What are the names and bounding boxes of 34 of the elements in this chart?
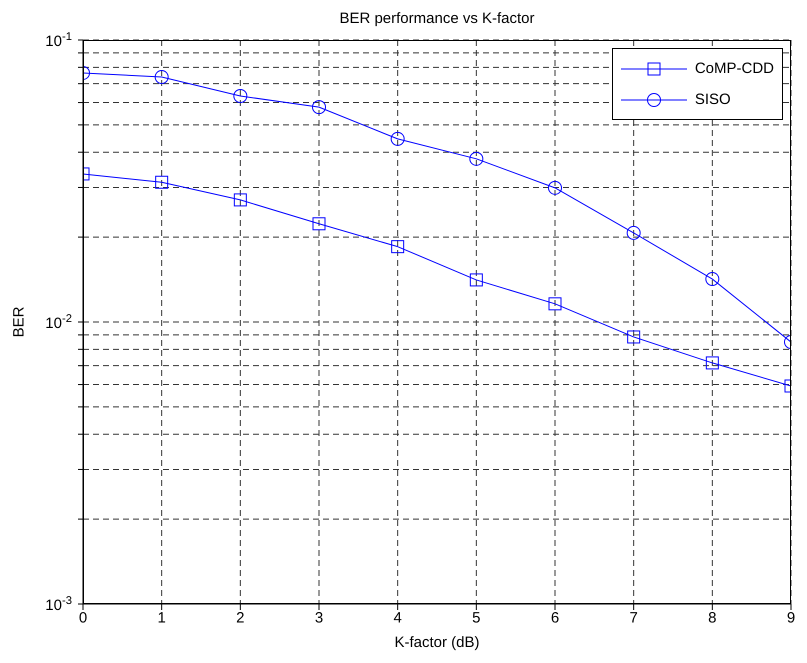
- x-tick-label: 3: [314, 610, 324, 627]
- point: [312, 100, 326, 114]
- x-tick-label: 6: [550, 610, 560, 627]
- y-tick-label: 10$^{-1}$: [45, 31, 72, 50]
- point: [470, 273, 483, 286]
- x-axis-title: K-factor (dB): [394, 634, 480, 651]
- point: [234, 193, 247, 206]
- x-tick-label: 9: [786, 610, 796, 627]
- point: [312, 217, 326, 230]
- legend-label: SISO: [694, 91, 731, 108]
- y-tick-label: 10$^{-2}$: [45, 313, 72, 332]
- y-tick-label: 10$^{-3}$: [45, 595, 72, 614]
- x-tick-label: 7: [629, 610, 638, 627]
- point: [627, 330, 640, 344]
- point: [706, 356, 719, 370]
- point: [233, 89, 248, 104]
- legend-label: CoMP-CDD: [694, 60, 774, 77]
- point: [154, 70, 169, 84]
- x-tick-label: 4: [393, 610, 402, 627]
- x-tick-label: 8: [708, 610, 717, 627]
- point: [391, 240, 404, 254]
- chart-title: BER performance vs K-factor: [338, 10, 536, 27]
- x-tick-label: 5: [472, 610, 481, 627]
- x-tick-label: 1: [157, 610, 166, 627]
- x-tick-label: 2: [236, 610, 245, 627]
- point: [155, 176, 168, 189]
- point: [705, 272, 720, 286]
- y-axis-title: BER: [10, 306, 28, 338]
- x-tick-label: 0: [78, 610, 88, 627]
- point: [469, 152, 484, 166]
- point: [548, 180, 562, 195]
- point: [626, 226, 641, 240]
- point: [548, 297, 562, 310]
- point: [390, 132, 405, 146]
